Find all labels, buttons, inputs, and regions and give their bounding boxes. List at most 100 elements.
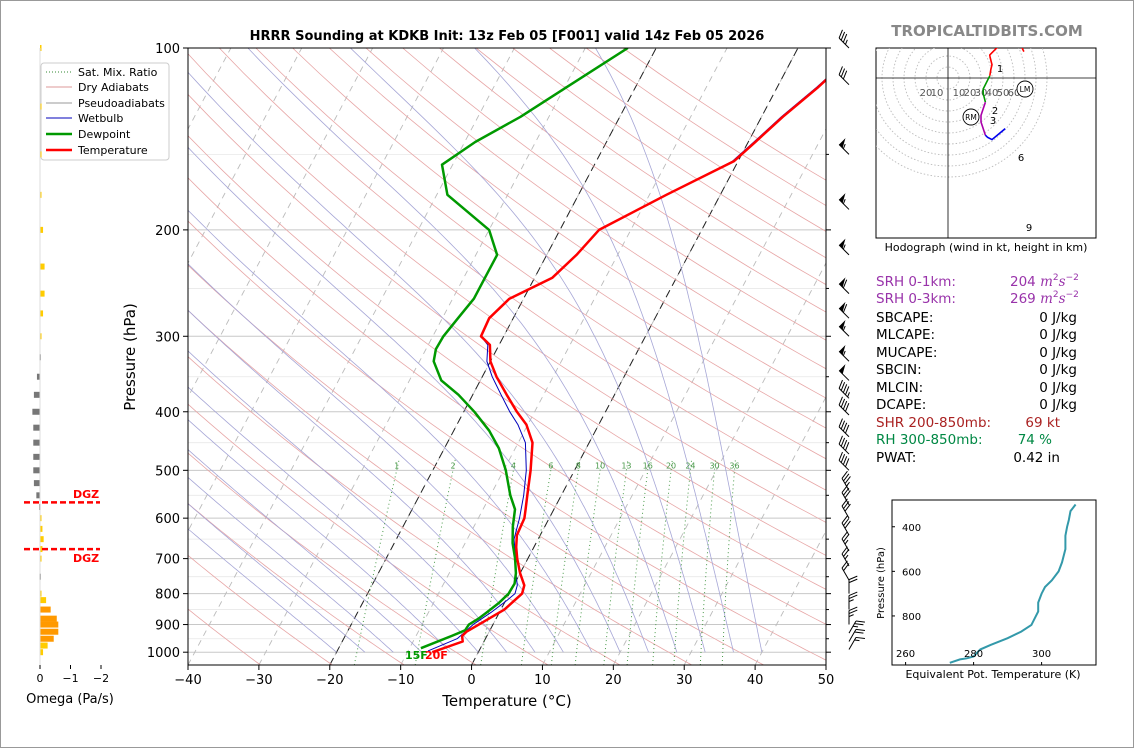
omega-bar-350 bbox=[36, 373, 40, 380]
barb-full bbox=[840, 454, 846, 463]
dgz-label-upper: DGZ bbox=[73, 488, 99, 501]
isotherm--30 bbox=[258, 48, 586, 665]
mixing-ratio-label-30: 30 bbox=[709, 461, 719, 470]
barb-staff bbox=[848, 629, 857, 642]
barb-full bbox=[841, 515, 848, 524]
stat-srh03-value: 269 m2s−2 bbox=[1010, 290, 1079, 307]
stat-sbcape-label: SBCAPE: bbox=[876, 310, 933, 326]
mixing-ratio-label-36: 36 bbox=[729, 461, 739, 470]
wind-barb-150 bbox=[838, 138, 850, 155]
pseudoadiabat-0 bbox=[188, 386, 479, 653]
hodo-height-label-2: 2 bbox=[992, 106, 998, 117]
barb-staff bbox=[848, 620, 857, 634]
barb-half bbox=[845, 39, 848, 45]
barb-full bbox=[844, 503, 851, 512]
skewt-grid bbox=[188, 48, 826, 665]
wind-barb-850 bbox=[848, 591, 858, 610]
y-tick-label-200: 200 bbox=[155, 224, 180, 239]
barb-full bbox=[842, 279, 848, 289]
omega-tick-label-0: 0 bbox=[37, 672, 44, 685]
y-tick-label-700: 700 bbox=[155, 553, 180, 568]
wind-barb-115 bbox=[838, 66, 850, 86]
hodo-marker-label-rm: RM bbox=[965, 113, 977, 122]
barb-full bbox=[844, 490, 851, 499]
pseudoadiabat--12 bbox=[188, 476, 394, 653]
wind-barb-355 bbox=[838, 364, 850, 381]
hodo-ring-label-right-50: 50 bbox=[997, 88, 1010, 99]
dry-adiabat-340 bbox=[188, 135, 826, 590]
omega-bar-230 bbox=[40, 263, 45, 270]
stats-panel: SRH 0-1km: 204 m2s−2 SRH 0-3km: 269 m2s−… bbox=[876, 273, 1079, 466]
mixing-ratio-label-16: 16 bbox=[643, 461, 653, 470]
stat-pwat-value: 0.42 in bbox=[1013, 450, 1060, 466]
barb-staff bbox=[838, 199, 850, 210]
mixing-ratio-line-20 bbox=[652, 459, 673, 665]
barb-full bbox=[844, 476, 851, 484]
barb-full bbox=[843, 473, 850, 482]
pseudoadiabat-20 bbox=[188, 146, 621, 653]
barb-full bbox=[842, 400, 848, 410]
theta-e-ytick-label-400: 400 bbox=[902, 523, 921, 534]
wind-barb-720 bbox=[841, 546, 850, 567]
y-tick-label-500: 500 bbox=[155, 464, 180, 479]
wind-barb-570 bbox=[841, 485, 851, 505]
omega-bar-255 bbox=[40, 290, 45, 297]
wind-barb-930 bbox=[848, 620, 865, 634]
y-tick-label-1000: 1000 bbox=[147, 646, 180, 661]
barb-full bbox=[842, 70, 848, 80]
stat-mlcape-value: 0 J/kg bbox=[1039, 327, 1077, 343]
theta-e-ytick-label-600: 600 bbox=[902, 567, 921, 578]
hodo-ring-label-left-10: 10 bbox=[931, 88, 944, 99]
barb-full bbox=[842, 439, 848, 449]
omega-bar-100 bbox=[40, 45, 42, 51]
mixing-ratio-line-13 bbox=[603, 459, 629, 665]
barb-flag bbox=[839, 301, 846, 312]
x-tick-label--20: −20 bbox=[316, 673, 343, 688]
omega-bar-975 bbox=[40, 642, 48, 649]
legend-mixing-ratio: Sat. Mix. Ratio bbox=[78, 66, 158, 79]
barb-full bbox=[841, 531, 848, 540]
x-tick-label-40: 40 bbox=[747, 673, 764, 688]
y-tick-label-800: 800 bbox=[155, 588, 180, 603]
wind-barb-500 bbox=[838, 451, 850, 471]
barb-half bbox=[844, 554, 849, 560]
wind-barb-680 bbox=[841, 531, 850, 552]
omega-axis-label: Omega (Pa/s) bbox=[26, 692, 114, 707]
barb-half bbox=[848, 599, 854, 603]
hodo-trace-1-3-km bbox=[989, 55, 993, 76]
barb-staff bbox=[841, 522, 850, 536]
x-tick-label-30: 30 bbox=[676, 673, 693, 688]
y-tick-label-100: 100 bbox=[155, 42, 180, 57]
omega-bar-375 bbox=[33, 391, 40, 398]
omega-bar-550 bbox=[36, 492, 40, 499]
wind-barb-640 bbox=[841, 515, 851, 536]
dry-adiabat-320 bbox=[188, 220, 826, 661]
hodo-ring-label-right-40: 40 bbox=[986, 88, 999, 99]
dry-adiabat-350 bbox=[188, 93, 826, 556]
omega-bar-175 bbox=[40, 191, 42, 198]
barb-full bbox=[845, 458, 850, 467]
barb-full bbox=[855, 620, 865, 623]
barb-full bbox=[843, 563, 850, 571]
hodo-ring-label-right-60: 60 bbox=[1008, 88, 1021, 99]
legend: Sat. Mix. Ratio Dry Adiabats Pseudoadiab… bbox=[40, 62, 170, 161]
wind-barb-470 bbox=[838, 435, 850, 455]
omega-bar-200 bbox=[40, 226, 44, 233]
surface-dewpoint-label: 15F bbox=[405, 649, 428, 662]
y-axis-label: Pressure (hPa) bbox=[121, 303, 139, 411]
wind-barb-900 bbox=[848, 606, 858, 625]
hodo-height-label-9: 9 bbox=[1026, 223, 1032, 234]
barb-full bbox=[844, 520, 851, 529]
pseudoadiabat--20 bbox=[188, 528, 337, 653]
x-tick-label-0: 0 bbox=[467, 673, 475, 688]
barb-flag bbox=[839, 320, 846, 330]
legend-wetbulb: Wetbulb bbox=[78, 112, 123, 125]
mixing-ratio-line-30 bbox=[699, 459, 717, 665]
barb-half bbox=[852, 625, 859, 628]
pseudoadiabat-4 bbox=[188, 350, 508, 653]
barb-half bbox=[842, 143, 846, 149]
barb-staff bbox=[838, 404, 850, 416]
barb-full bbox=[838, 418, 843, 428]
